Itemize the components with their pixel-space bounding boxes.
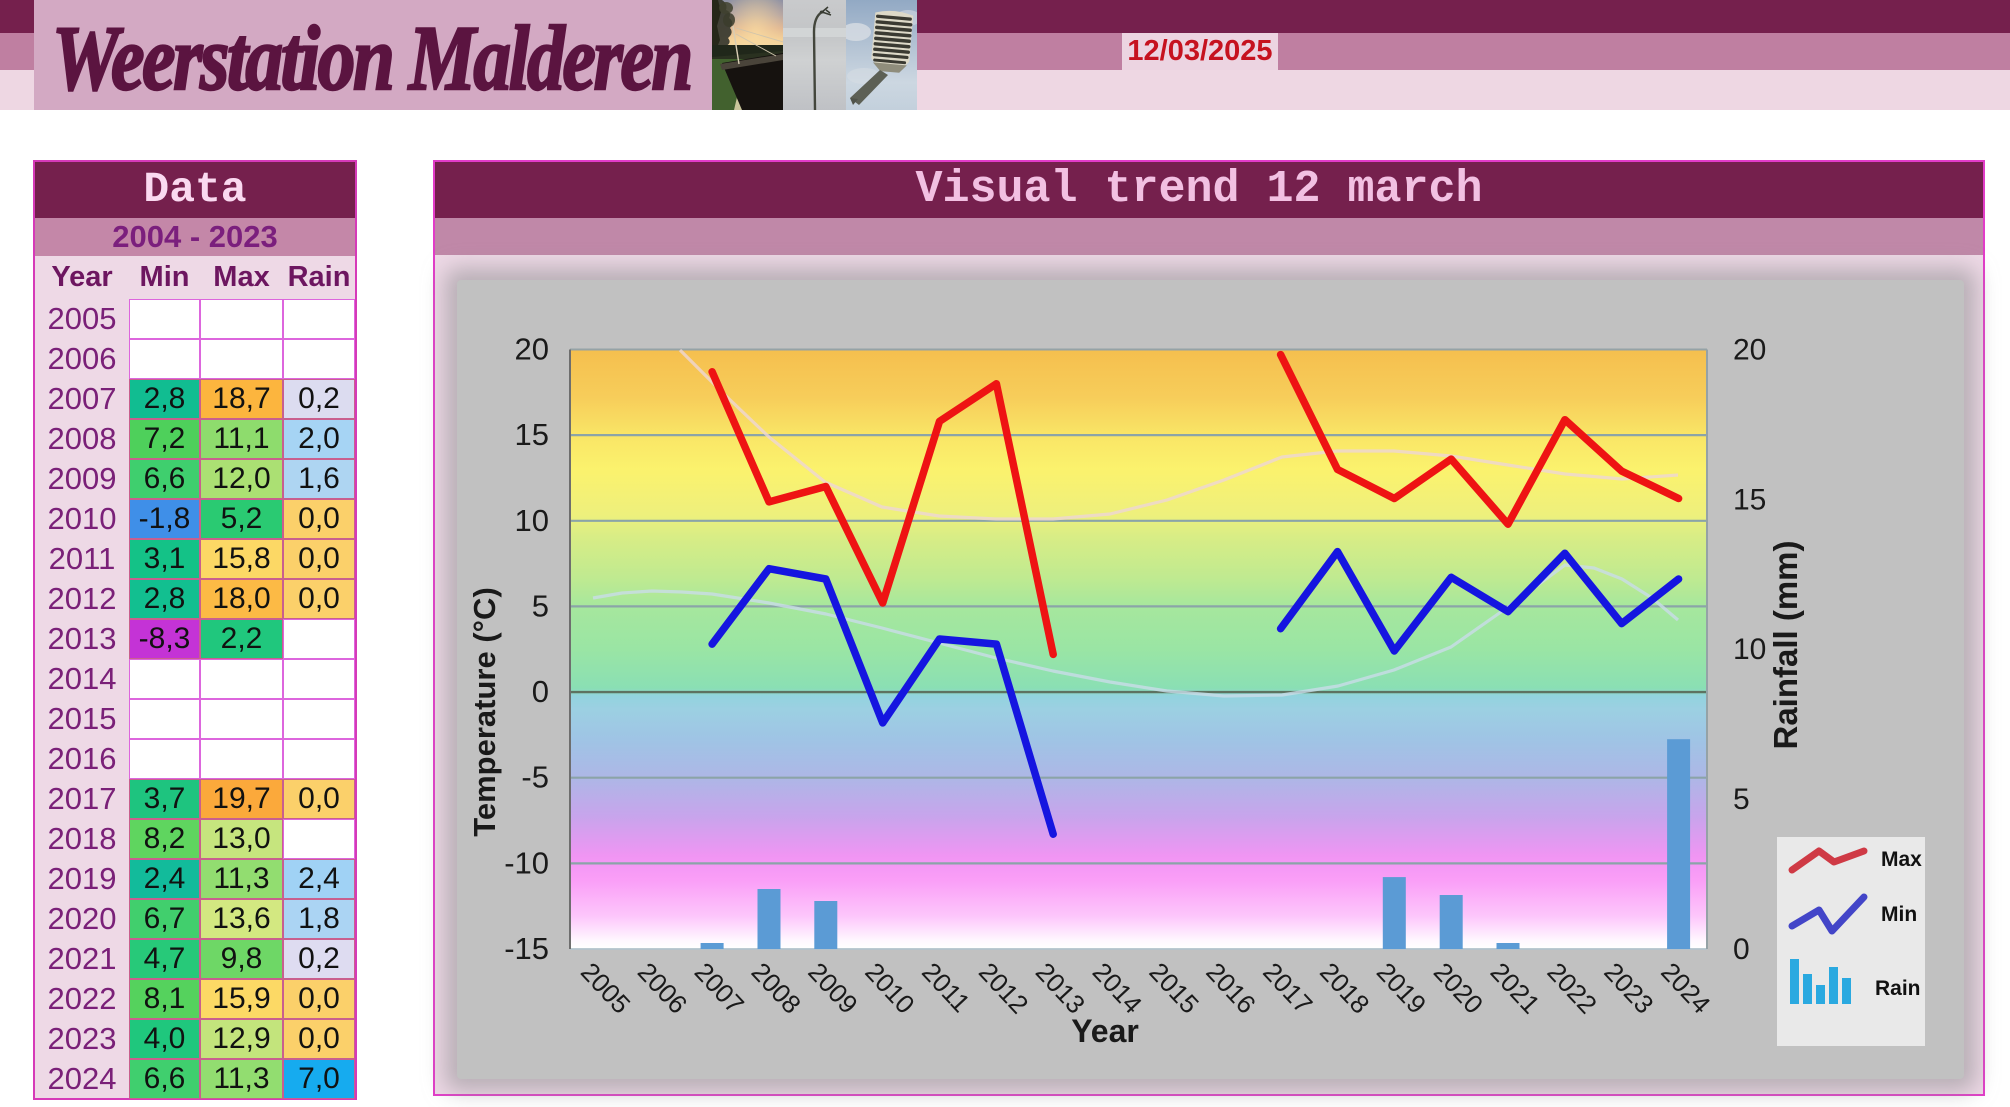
svg-text:2016: 2016	[1200, 957, 1261, 1020]
svg-text:2010: 2010	[859, 957, 920, 1020]
svg-text:10: 10	[1733, 633, 1766, 666]
svg-text:2023: 2023	[1598, 957, 1659, 1020]
svg-text:2009: 2009	[802, 957, 863, 1020]
svg-text:2015: 2015	[1144, 957, 1205, 1020]
svg-text:2006: 2006	[632, 957, 693, 1020]
svg-text:2005: 2005	[575, 957, 636, 1020]
svg-text:2013: 2013	[1030, 957, 1091, 1020]
svg-text:Temperature (°C): Temperature (°C)	[467, 587, 502, 837]
svg-text:-15: -15	[504, 931, 549, 966]
svg-text:20: 20	[1733, 334, 1766, 367]
svg-text:2020: 2020	[1428, 957, 1489, 1020]
svg-text:15: 15	[1733, 483, 1766, 516]
svg-text:Rainfall (mm): Rainfall (mm)	[1767, 540, 1804, 749]
svg-text:Rain: Rain	[1875, 977, 1921, 1000]
svg-text:Year: Year	[1071, 1013, 1139, 1049]
svg-text:0: 0	[1733, 933, 1750, 966]
svg-text:-10: -10	[504, 845, 549, 880]
svg-text:2012: 2012	[973, 957, 1034, 1020]
svg-text:2022: 2022	[1542, 957, 1603, 1020]
svg-text:Max: Max	[1881, 848, 1922, 871]
svg-text:15: 15	[515, 417, 549, 452]
svg-text:2018: 2018	[1314, 957, 1375, 1020]
svg-text:5: 5	[532, 588, 549, 623]
svg-text:2019: 2019	[1371, 957, 1432, 1020]
svg-text:-5: -5	[521, 760, 549, 795]
svg-text:5: 5	[1733, 783, 1750, 816]
svg-text:2008: 2008	[746, 957, 807, 1020]
svg-text:2014: 2014	[1087, 957, 1148, 1020]
svg-text:2021: 2021	[1485, 957, 1546, 1020]
svg-text:2024: 2024	[1655, 957, 1716, 1020]
svg-text:2011: 2011	[916, 957, 976, 1018]
svg-text:Min: Min	[1881, 903, 1917, 926]
svg-text:10: 10	[515, 503, 549, 538]
svg-text:0: 0	[532, 674, 549, 709]
svg-text:20: 20	[515, 332, 549, 367]
svg-text:2017: 2017	[1257, 957, 1318, 1020]
svg-text:2007: 2007	[689, 957, 750, 1020]
